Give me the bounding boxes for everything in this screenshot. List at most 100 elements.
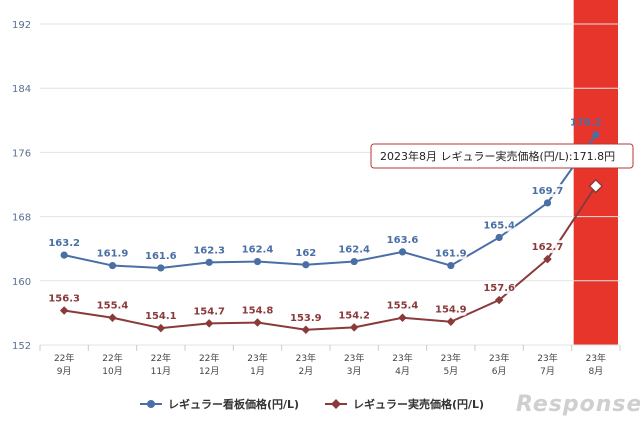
data-label-bg [338,242,371,256]
data-label-bg [241,303,274,317]
x-tick-label-month: 1月 [250,366,265,377]
data-label-bg [531,183,564,197]
x-tick-label-month: 9月 [57,366,72,377]
series-2-point [446,317,456,326]
data-label-bg [386,298,419,312]
x-tick-label-year: 22年 [151,352,171,364]
x-tick-label-year: 22年 [102,352,122,364]
series-1-data-label: 161.6 [145,251,177,262]
x-tick-label-month: 4月 [395,366,410,377]
series-2-data-label: 156.3 [48,293,80,304]
x-axis-ticks: 22年 9月 22年 10月 22年 11月 22年 12月 23年 1月 23年 2月 23年 3月 23… [39,345,621,377]
series-1-data-label: 162.4 [242,245,274,256]
data-label-bg [434,246,467,260]
series-1-point [592,131,600,139]
series-1-data-label: 165.4 [483,220,515,231]
data-label-bg [144,309,177,323]
x-tick-label-year: 23年 [489,352,509,364]
series-1-point [60,251,68,259]
series-2-point [398,313,407,322]
series-1-data-label: 162.3 [193,245,225,256]
series-1-data-label: 169.7 [532,186,564,197]
series-1-point [253,257,262,266]
data-label-bg [193,304,226,318]
series-line-2 [64,185,597,331]
data-label-bg [338,308,371,322]
series-2-data-label: 162.7 [532,242,564,253]
series-2-point [59,306,69,315]
x-tick-label-month: 5月 [443,366,458,377]
series-line-1 [63,134,597,269]
series-2-data-label: 154.2 [338,310,370,321]
series-2-data-label: 155.4 [97,301,129,312]
x-tick-label-year: 23年 [296,352,316,364]
series-2-data-label: 154.9 [435,305,467,316]
x-tick-label-month: 3月 [347,366,362,377]
series-1-data-label: 161.9 [435,249,467,260]
series-2-data-label: 154.1 [145,311,177,322]
legend-label-series-2: レギュラー実売価格(円/L) [353,397,484,411]
series-1-data-label: 162.4 [338,245,370,256]
data-label-bg [289,310,322,324]
series-1-point [205,258,213,266]
x-tick-label-month: 10月 [102,366,122,377]
y-axis-ticks: 152 160 168 176 184 192 [12,20,31,352]
data-label-bg [193,243,226,257]
data-label-bg [48,291,81,305]
series-2-point [494,295,504,305]
y-tick-label: 160 [12,277,31,288]
data-label-bg [483,281,516,295]
highlight-column [573,0,618,345]
series-2-point [253,318,262,327]
series-2-point [108,313,117,322]
x-tick-label-year: 22年 [54,352,74,364]
tooltip: 2023年8月 レギュラー実売価格(円/L):171.8円 [370,143,634,169]
series-1-point [350,257,358,266]
series-1-point [495,233,503,242]
series-1-data-label: 163.6 [387,235,419,246]
x-tick-label-month: 2月 [298,366,313,377]
series-1-point [302,261,310,269]
data-label-bg [241,242,274,256]
series-1-data-label: 161.9 [97,249,129,260]
series-1-point [157,264,165,272]
legend-item-series-2: レギュラー実売価格(円/L) [325,397,484,411]
series-1-point [108,261,117,270]
series-2-data-label: 153.9 [290,313,322,324]
x-tick-label-year: 23年 [586,352,606,364]
series-2-data-label: 157.6 [483,283,515,294]
series-1-point [543,199,552,207]
tooltip-text: 2023年8月 レギュラー実売価格(円/L):171.8円 [380,149,615,163]
series-1-point [447,261,455,270]
series-1-data-label: 162 [295,248,316,259]
data-label-bg [144,248,177,262]
x-tick-label-year: 23年 [441,352,461,364]
data-label-bg [483,218,516,232]
data-label-bg [386,232,419,246]
x-tick-label-month: 11月 [151,366,171,377]
legend-item-series-1: レギュラー看板価格(円/L) [140,397,299,411]
x-tick-label-year: 23年 [537,352,557,364]
legend-marker-series-1 [147,400,155,408]
legend: レギュラー看板価格(円/L) レギュラー実売価格(円/L) [140,397,484,411]
highlight-layer [573,0,618,345]
x-tick-label-month: 8月 [588,366,603,377]
tooltip-box [370,143,634,169]
series-1-point [398,248,407,256]
data-label-bg [96,298,129,312]
y-tick-label: 168 [12,213,31,224]
series-2-point [301,325,311,334]
data-label-bg [531,240,564,254]
series-2-data-label: 154.8 [242,306,274,317]
data-label-bg [434,302,467,316]
data-label-layer: 163.2 161.9 161.6 162.3 162.4 162 162.4 163.6 16… [48,118,602,324]
legend-label-series-1: レギュラー看板価格(円/L) [168,397,299,411]
series-1-data-label: 178.2 [570,118,602,129]
y-tick-label: 192 [12,20,31,31]
data-label-bg [96,246,129,260]
legend-marker-series-2 [331,399,341,409]
x-tick-label-year: 23年 [247,352,267,364]
series-2-point [156,323,166,333]
x-tick-label-month: 12月 [199,366,219,377]
